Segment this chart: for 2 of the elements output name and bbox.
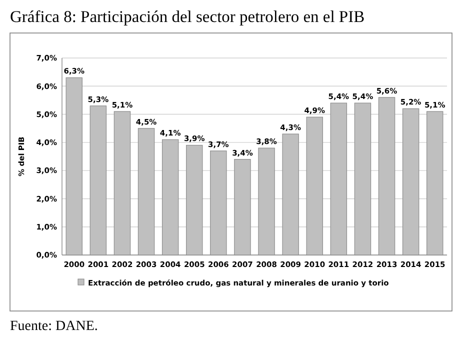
chart-title: Gráfica 8: Participación del sector petrolero en el PIB [10,7,365,26]
source-note: Fuente: DANE. [10,319,98,334]
